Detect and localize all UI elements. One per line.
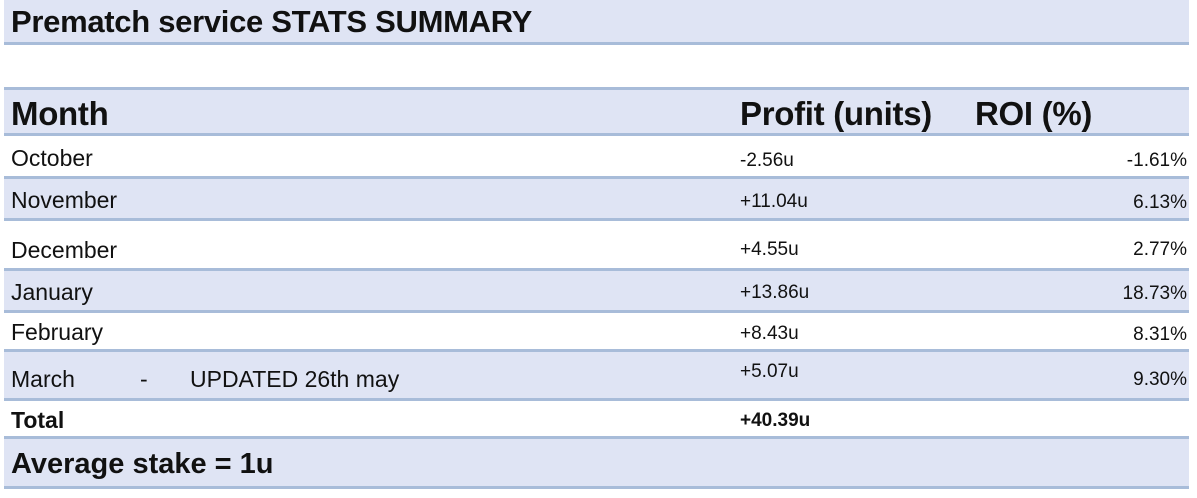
total-label: Total [11,407,65,433]
roi-cell: 2.77% [1133,239,1187,260]
month-header: Month [11,95,109,132]
average-stake-note: Average stake = 1u [11,448,274,480]
roi-cell: 6.13% [1133,192,1187,213]
roi-cell: 18.73% [1122,283,1187,304]
total-profit: +40.39u [740,410,811,431]
month-cell: November [11,187,118,213]
profit-cell: +11.04u [740,191,808,212]
profit-cell: +8.43u [740,323,799,344]
empty-row [4,45,1189,90]
total-row: Total +40.39u [4,401,1189,439]
roi-header: ROI (%) [975,95,1093,132]
month-cell: October [11,145,93,171]
table-row: December +4.55u 2.77% [4,221,1189,271]
update-note: UPDATED 26th may [190,366,400,392]
table-row: March - UPDATED 26th may +5.07u 9.30% [4,352,1189,401]
table-title: Prematch service STATS SUMMARY [11,4,533,39]
roi-cell: 9.30% [1133,369,1187,390]
table-row: January +13.86u 18.73% [4,271,1189,313]
profit-header: Profit (units) [740,95,932,132]
roi-cell: 8.31% [1133,324,1187,345]
table-row: February +8.43u 8.31% [4,313,1189,352]
title-row: Prematch service STATS SUMMARY [4,0,1189,45]
profit-cell: +13.86u [740,282,810,303]
month-cell: March [11,366,75,392]
profit-cell: +4.55u [740,239,799,260]
month-cell: December [11,237,118,263]
table-row: November +11.04u 6.13% [4,179,1189,221]
header-row: Month Profit (units) ROI (%) [4,90,1189,136]
footer-row: Average stake = 1u [4,439,1189,489]
month-separator: - [140,366,148,392]
profit-cell: -2.56u [740,150,794,171]
stats-summary-table: Prematch service STATS SUMMARY Month Pro… [4,0,1189,498]
month-cell: January [11,279,93,305]
page-right-margin [1189,0,1197,498]
roi-cell: -1.61% [1126,150,1187,171]
month-cell: February [11,319,104,345]
table-row: October -2.56u -1.61% [4,136,1189,179]
profit-cell: +5.07u [740,361,799,382]
